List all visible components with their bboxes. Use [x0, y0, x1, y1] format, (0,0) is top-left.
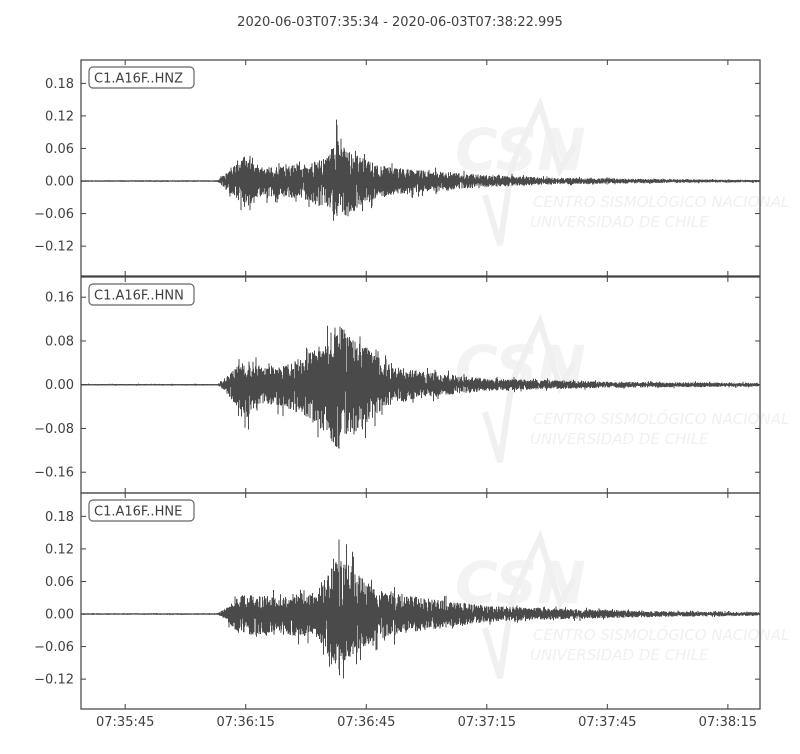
x-tick-label: 07:36:45 [337, 715, 395, 730]
y-tick-label: −0.06 [34, 640, 74, 655]
x-tick-label: 07:36:15 [217, 715, 275, 730]
watermark-line1: CENTRO SISMOLÓGICO NACIONAL [533, 409, 789, 428]
y-tick-label: −0.06 [34, 207, 74, 222]
y-tick-label: −0.08 [34, 422, 74, 437]
watermark-line2: UNIVERSIDAD DE CHILE [530, 213, 709, 231]
watermark-line1: CENTRO SISMOLÓGICO NACIONAL [533, 625, 789, 644]
channel-label-box [88, 66, 195, 89]
y-tick-label: −0.12 [34, 673, 74, 688]
axes-frame [80, 59, 761, 277]
channel-label-box [88, 283, 195, 306]
y-tick-label: 0.12 [45, 109, 74, 124]
watermark-wave [482, 96, 578, 246]
watermark-line2: UNIVERSIDAD DE CHILE [530, 430, 709, 448]
watermark-line1: CENTRO SISMOLÓGICO NACIONAL [533, 192, 789, 211]
y-tick-label: 0.18 [45, 77, 74, 92]
y-tick-label: −0.12 [34, 240, 74, 255]
x-tick-label: 07:37:15 [458, 715, 516, 730]
y-tick-label: 0.06 [45, 575, 74, 590]
chart-title: 2020-06-03T07:35:34 - 2020-06-03T07:38:2… [237, 15, 563, 30]
channel-label-text: C1.A16F..HNE [94, 505, 182, 520]
y-tick-label: 0.00 [45, 608, 74, 623]
axes-frame [80, 492, 761, 710]
y-tick-label: 0.12 [45, 542, 74, 557]
watermark-line2: UNIVERSIDAD DE CHILE [530, 646, 709, 664]
channel-label-text: C1.A16F..HNN [94, 289, 184, 304]
y-tick-label: 0.00 [45, 378, 74, 393]
channel-label-box [88, 499, 195, 522]
y-tick-label: 0.18 [45, 510, 74, 525]
x-tick-label: 07:38:15 [699, 715, 757, 730]
x-tick-label: 07:35:45 [96, 715, 154, 730]
channel-label: C1.A16F..HNN [88, 283, 195, 306]
x-tick-label: 07:37:45 [578, 715, 636, 730]
y-tick-label: 0.08 [45, 334, 74, 349]
y-tick-label: 0.00 [45, 175, 74, 190]
watermark-wave [482, 529, 578, 679]
y-tick-label: 0.16 [45, 291, 74, 306]
channel-label: C1.A16F..HNE [88, 499, 195, 522]
channel-label-text: C1.A16F..HNZ [94, 72, 183, 87]
channel-label: C1.A16F..HNZ [88, 66, 195, 89]
y-tick-label: −0.16 [34, 466, 74, 481]
y-tick-label: 0.06 [45, 142, 74, 157]
